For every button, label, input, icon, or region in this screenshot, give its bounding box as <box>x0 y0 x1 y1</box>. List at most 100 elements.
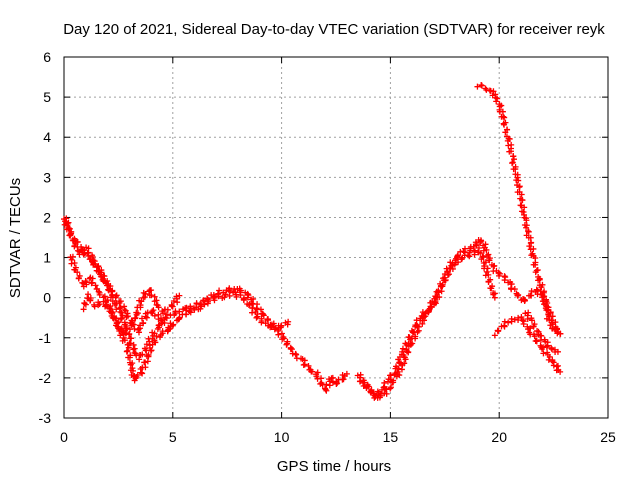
data-point-marker <box>527 325 534 332</box>
data-point-marker <box>83 279 90 286</box>
data-point-marker <box>91 258 98 265</box>
data-point-marker <box>521 204 528 211</box>
data-point-marker <box>244 294 251 301</box>
data-point-marker <box>487 285 494 292</box>
data-point-marker <box>393 363 400 370</box>
data-point-marker <box>510 156 517 163</box>
data-point-marker <box>138 298 145 305</box>
data-point-marker <box>123 325 130 332</box>
data-point-marker <box>525 228 532 235</box>
data-point-marker <box>233 293 240 300</box>
data-point-marker <box>153 333 160 340</box>
data-point-marker <box>455 259 462 266</box>
data-point-marker <box>215 293 222 300</box>
data-point-marker <box>485 278 492 285</box>
data-point-marker <box>525 228 532 235</box>
data-point-marker <box>520 320 527 327</box>
data-point-marker <box>142 290 149 297</box>
data-point-marker <box>128 320 135 327</box>
data-point-marker <box>546 353 553 360</box>
data-point-marker <box>509 160 516 167</box>
data-point-marker <box>119 312 126 319</box>
data-point-marker <box>508 315 515 322</box>
data-point-marker <box>333 380 340 387</box>
data-point-marker <box>168 301 175 308</box>
data-point-marker <box>160 310 167 317</box>
data-point-marker <box>85 291 92 298</box>
data-point-marker <box>92 282 99 289</box>
data-point-marker <box>396 360 403 367</box>
data-point-marker <box>137 322 144 329</box>
data-point-marker <box>148 287 155 294</box>
data-point-marker <box>246 301 253 308</box>
data-point-marker <box>148 292 155 299</box>
data-point-marker <box>524 316 531 323</box>
data-point-marker <box>538 284 545 291</box>
data-point-marker <box>551 326 558 333</box>
data-point-marker <box>157 315 164 322</box>
data-point-marker <box>540 293 547 300</box>
data-point-marker <box>523 224 530 231</box>
data-point-marker <box>128 335 135 342</box>
data-point-marker <box>518 208 525 215</box>
data-point-marker <box>360 379 367 386</box>
chart-title: Day 120 of 2021, Sidereal Day-to-day VTE… <box>63 21 605 38</box>
data-point-marker <box>387 384 394 391</box>
data-point-marker <box>543 343 550 350</box>
data-point-marker <box>408 327 415 334</box>
data-point-marker <box>530 323 537 330</box>
data-point-marker <box>117 316 124 323</box>
data-point-marker <box>533 338 540 345</box>
data-point-marker <box>118 309 125 316</box>
data-point-marker <box>549 313 556 320</box>
data-point-marker <box>221 294 228 301</box>
x-tick-label: 5 <box>169 429 177 445</box>
data-point-marker <box>467 245 474 252</box>
series-track-f <box>356 245 498 400</box>
data-point-marker <box>532 269 539 276</box>
series-track-b <box>63 219 292 336</box>
data-point-marker <box>323 381 330 388</box>
data-point-marker <box>477 250 484 257</box>
data-point-marker <box>368 388 375 395</box>
data-point-marker <box>126 331 133 338</box>
series-track-h <box>474 82 564 337</box>
data-point-marker <box>485 271 492 278</box>
data-point-marker <box>478 256 485 263</box>
data-point-marker <box>491 332 498 339</box>
data-point-marker <box>90 260 97 267</box>
x-tick-label: 10 <box>274 429 290 445</box>
data-point-marker <box>165 327 172 334</box>
data-point-marker <box>173 293 180 300</box>
data-point-marker <box>545 311 552 318</box>
data-points <box>61 82 564 401</box>
data-point-marker <box>474 83 481 90</box>
x-tick-label: 0 <box>60 429 68 445</box>
data-point-marker <box>501 121 508 128</box>
data-point-marker <box>446 265 453 272</box>
data-point-marker <box>548 344 555 351</box>
data-point-marker <box>280 335 287 342</box>
data-point-marker <box>439 281 446 288</box>
data-point-marker <box>151 337 158 344</box>
data-point-marker <box>204 300 211 307</box>
data-point-marker <box>118 315 125 322</box>
data-point-marker <box>133 309 140 316</box>
data-point-marker <box>314 369 321 376</box>
data-point-marker <box>502 129 509 136</box>
data-point-marker <box>454 253 461 260</box>
data-point-marker <box>522 297 529 304</box>
x-tick-labels: 0 5 10 15 20 25 <box>60 429 616 445</box>
data-point-marker <box>124 313 131 320</box>
x-axis-title: GPS time / hours <box>277 458 391 475</box>
data-point-marker <box>513 177 520 184</box>
data-point-marker <box>285 318 292 325</box>
data-point-marker <box>540 350 547 357</box>
data-point-marker <box>95 262 102 269</box>
data-point-marker <box>124 347 131 354</box>
x-tick-label: 25 <box>600 429 616 445</box>
data-point-marker <box>89 279 96 286</box>
data-point-marker <box>528 288 535 295</box>
data-point-marker <box>253 314 260 321</box>
data-point-marker <box>549 325 556 332</box>
